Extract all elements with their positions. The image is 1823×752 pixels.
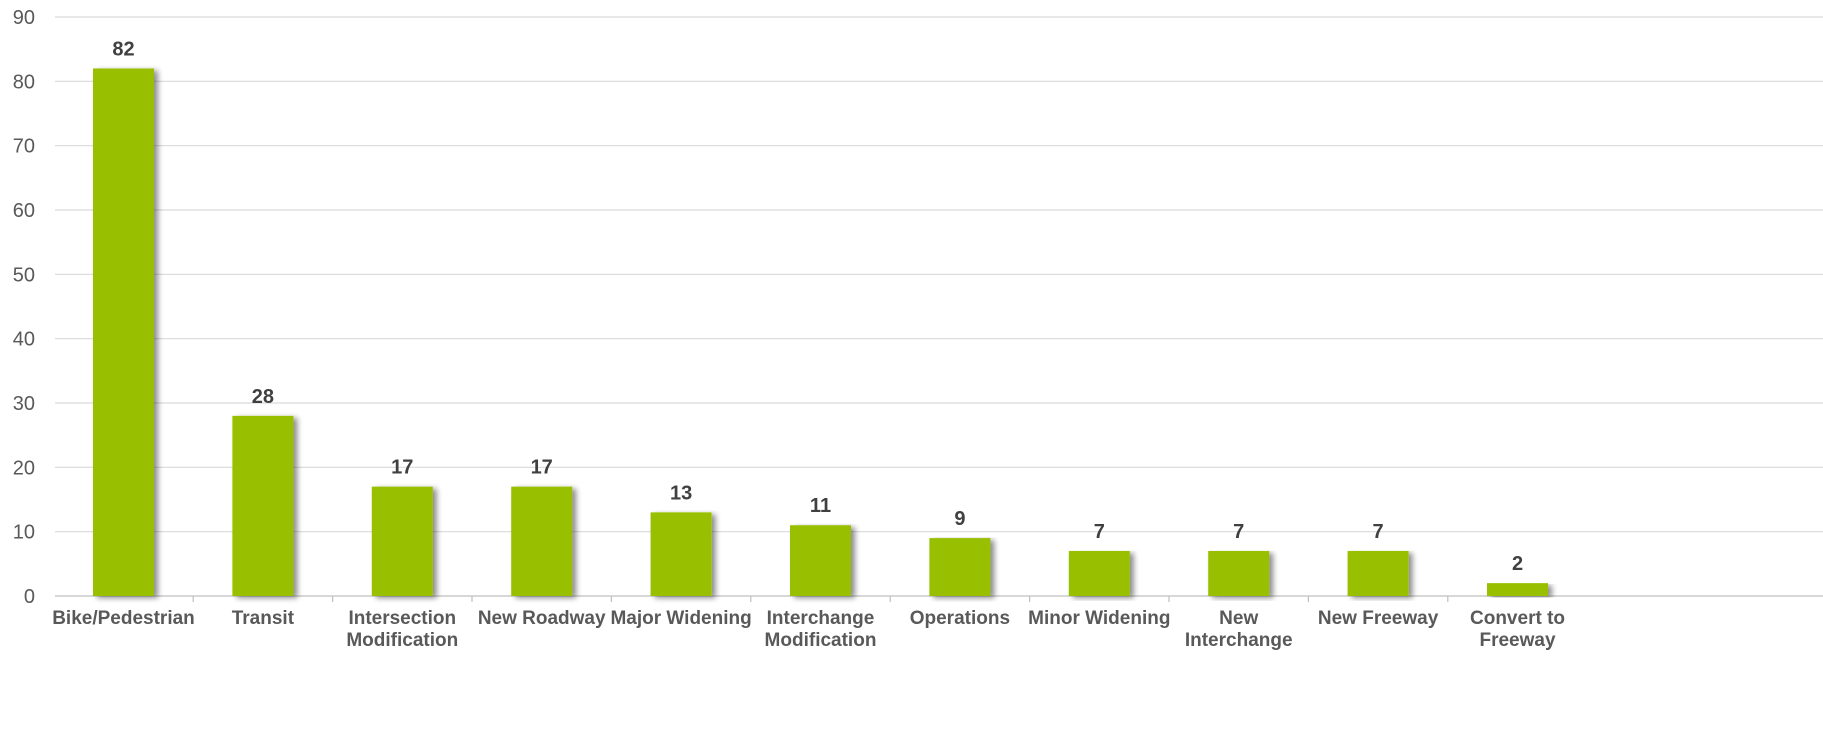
x-tick-label-line: Freeway [1479, 630, 1555, 651]
x-tick-label-line: Bike/Pedestrian [52, 608, 195, 629]
y-tick-label: 20 [13, 457, 35, 479]
x-tick-label-line: Major Widening [610, 608, 751, 629]
bar [1208, 550, 1270, 596]
x-tick-label: Major Widening [610, 608, 751, 629]
y-tick-label: 50 [13, 264, 35, 286]
data-label: 17 [391, 457, 413, 479]
data-label: 7 [1233, 521, 1244, 543]
bar [511, 486, 573, 596]
x-tick-label: Transit [232, 608, 295, 629]
data-label: 13 [670, 482, 692, 504]
data-label: 7 [1094, 521, 1105, 543]
x-tick-label-line: Intersection [348, 608, 456, 629]
x-tick-label-line: Operations [910, 608, 1010, 629]
x-tick-label: Operations [910, 608, 1010, 629]
bar [1487, 583, 1548, 596]
gridlines [55, 16, 1823, 602]
x-tick-label-line: Transit [232, 608, 295, 629]
x-tick-label-line: New Roadway [478, 608, 606, 629]
bars [93, 68, 1548, 596]
y-tick-label: 0 [24, 586, 35, 608]
y-tick-label: 80 [13, 71, 35, 93]
x-tick-label-line: Interchange [1185, 630, 1293, 651]
x-tick-label-line: New Freeway [1318, 608, 1439, 629]
x-tick-label: New Freeway [1318, 608, 1439, 629]
x-tick-label-line: Convert to [1470, 608, 1565, 629]
data-label: 9 [954, 508, 965, 530]
x-axis: Bike/Pedestrian Transit Intersection Modifi… [52, 608, 1565, 651]
y-tick-label: 40 [13, 329, 35, 351]
bar [371, 486, 433, 596]
y-tick-label: 30 [13, 393, 35, 415]
x-tick-label-line: Modification [765, 630, 877, 651]
x-tick-label: Minor Widening [1028, 608, 1170, 629]
x-tick-label-line: New [1219, 608, 1258, 629]
x-tick-label: New Interchange [1185, 608, 1293, 651]
x-tick-label: New Roadway [478, 608, 606, 629]
x-tick-label: Intersection Modification [346, 608, 458, 651]
bar [1068, 550, 1130, 596]
x-tick-label-line: Minor Widening [1028, 608, 1170, 629]
data-label: 28 [252, 386, 274, 408]
data-label: 82 [112, 38, 134, 60]
bar [929, 538, 991, 596]
y-axis: 0 10 20 30 40 50 60 70 80 90 [13, 7, 35, 608]
bar [1347, 550, 1409, 596]
bar [790, 525, 851, 596]
x-tick-label: Convert to Freeway [1470, 608, 1565, 651]
x-tick-label: Interchange Modification [765, 608, 877, 651]
y-tick-label: 60 [13, 200, 35, 222]
data-labels: 82 28 17 17 13 11 9 7 7 7 2 [112, 38, 1523, 575]
bar [232, 415, 294, 596]
y-tick-label: 70 [13, 136, 35, 158]
bar [93, 68, 154, 596]
x-tick-label-line: Interchange [767, 608, 875, 629]
data-label: 7 [1373, 521, 1384, 543]
y-tick-label: 10 [13, 522, 35, 544]
y-tick-label: 90 [13, 7, 35, 29]
data-label: 17 [531, 457, 553, 479]
bar [650, 512, 712, 596]
data-label: 2 [1512, 553, 1523, 575]
x-tick-label-line: Modification [346, 630, 458, 651]
x-tick-label: Bike/Pedestrian [52, 608, 195, 629]
data-label: 11 [810, 495, 831, 517]
